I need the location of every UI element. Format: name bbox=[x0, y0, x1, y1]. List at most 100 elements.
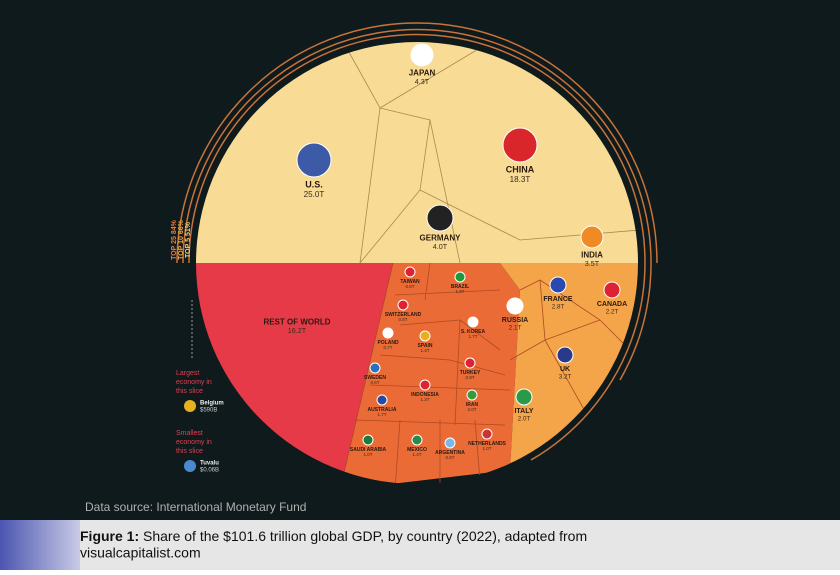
country-value: 1.4T bbox=[412, 452, 421, 457]
country-value: 0.6T bbox=[445, 455, 454, 460]
caption-text: visualcapitalist.com bbox=[80, 545, 201, 561]
country-value: 1.9T bbox=[455, 289, 464, 294]
caption-accent bbox=[0, 520, 80, 570]
country-name: ITALY bbox=[514, 408, 533, 415]
flag bbox=[376, 394, 388, 406]
country-value: 1.3T bbox=[420, 397, 429, 402]
country-value: 0.7T bbox=[383, 345, 392, 350]
flag bbox=[444, 437, 456, 449]
country-value: 1.7T bbox=[468, 334, 477, 339]
ring bbox=[176, 22, 658, 264]
flag bbox=[454, 271, 466, 283]
country-value: 2.0T bbox=[467, 407, 476, 412]
source: Data source: International Monetary Fund bbox=[85, 500, 306, 514]
country-name: SWITZERLAND bbox=[385, 312, 422, 318]
note-value: $0.06B bbox=[200, 468, 219, 474]
country-value: 2.1T bbox=[509, 325, 522, 332]
ring bbox=[182, 28, 652, 381]
country-name: NETHERLANDS bbox=[468, 441, 506, 447]
flag bbox=[549, 276, 567, 294]
note: Smallest bbox=[176, 430, 203, 437]
country-name: AUSTRALIA bbox=[368, 407, 397, 413]
note: Largest bbox=[176, 370, 199, 377]
flag bbox=[184, 400, 196, 412]
note: economy in bbox=[176, 439, 212, 446]
country-value: 1.0T bbox=[482, 446, 491, 451]
flag bbox=[296, 142, 332, 178]
country-value: 25.0T bbox=[304, 190, 325, 199]
country-value: 4.3T bbox=[415, 77, 430, 86]
country-name: TAIWAN bbox=[400, 279, 420, 285]
country-value: 4.0T bbox=[433, 242, 448, 251]
country-value: 3.2T bbox=[559, 374, 572, 381]
flag bbox=[382, 327, 394, 339]
flag bbox=[426, 204, 454, 232]
note: this slice bbox=[176, 448, 203, 455]
rings bbox=[176, 22, 658, 461]
flag bbox=[603, 281, 621, 299]
country-name: TURKEY bbox=[460, 370, 481, 376]
country-value: 3.5T bbox=[585, 259, 600, 268]
flag bbox=[502, 127, 538, 163]
flag bbox=[466, 389, 478, 401]
caption-band bbox=[0, 520, 840, 570]
country-name: UK bbox=[560, 366, 570, 373]
note-country: Tuvalu bbox=[200, 461, 219, 467]
country-value: 0.6T bbox=[370, 380, 379, 385]
caption-text: Share of the $101.6 trillion global GDP,… bbox=[139, 528, 587, 544]
country-name: GERMANY bbox=[420, 233, 462, 242]
country-name: ARGENTINA bbox=[435, 450, 465, 456]
flag bbox=[481, 428, 493, 440]
country-name: CHINA bbox=[506, 164, 535, 174]
flag bbox=[556, 346, 574, 364]
ring-label: TOP 25 84% bbox=[171, 219, 178, 260]
flag bbox=[464, 357, 476, 369]
country-value: 2.2T bbox=[606, 309, 619, 316]
country-name: POLAND bbox=[377, 340, 399, 346]
country-value: 16.2T bbox=[288, 326, 307, 335]
caption-label: Figure 1: bbox=[80, 528, 139, 544]
country-value: 0.9T bbox=[465, 375, 474, 380]
flag bbox=[467, 316, 479, 328]
ring-label: TOP 10 66% bbox=[178, 219, 185, 260]
flag bbox=[411, 434, 423, 446]
note-value: $590B bbox=[200, 408, 217, 414]
country-name: INDIA bbox=[581, 250, 603, 259]
country-name: MEXICO bbox=[407, 447, 427, 453]
country-name: IRAN bbox=[466, 402, 479, 408]
country-name: CANADA bbox=[597, 301, 627, 308]
cell-borders-lower bbox=[339, 262, 638, 484]
flag bbox=[184, 460, 196, 472]
country-value: 1.4T bbox=[420, 348, 429, 353]
flag bbox=[362, 434, 374, 446]
country-name: SAUDI ARABIA bbox=[350, 447, 387, 453]
cell-borders bbox=[344, 42, 638, 264]
country-name: INDONESIA bbox=[411, 392, 439, 398]
country-value: 1.7T bbox=[377, 412, 386, 417]
country-name: JAPAN bbox=[409, 68, 436, 77]
ring-label: TOP 5 51% bbox=[185, 221, 192, 258]
flag bbox=[404, 266, 416, 278]
country-name: U.S. bbox=[305, 179, 323, 189]
country-value: 18.3T bbox=[510, 175, 531, 184]
country-name: BRAZIL bbox=[451, 284, 469, 290]
country-name: SPAIN bbox=[418, 343, 433, 349]
country-value: 1.0T bbox=[363, 452, 372, 457]
flag bbox=[419, 330, 431, 342]
country-name: FRANCE bbox=[543, 296, 572, 303]
country-name: S. KOREA bbox=[461, 329, 486, 335]
country-value: 0.8T bbox=[398, 317, 407, 322]
country-name: REST OF WORLD bbox=[263, 317, 330, 326]
caption: Figure 1: Share of the $101.6 trillion g… bbox=[80, 528, 587, 544]
country-value: 2.0T bbox=[518, 416, 531, 423]
note: economy in bbox=[176, 379, 212, 386]
country-value: 0.8T bbox=[405, 284, 414, 289]
flag bbox=[515, 388, 533, 406]
country-name: SWEDEN bbox=[364, 375, 386, 381]
flag bbox=[410, 43, 434, 67]
note-country: Belgium bbox=[200, 401, 224, 407]
flag bbox=[580, 225, 604, 249]
flag bbox=[397, 299, 409, 311]
